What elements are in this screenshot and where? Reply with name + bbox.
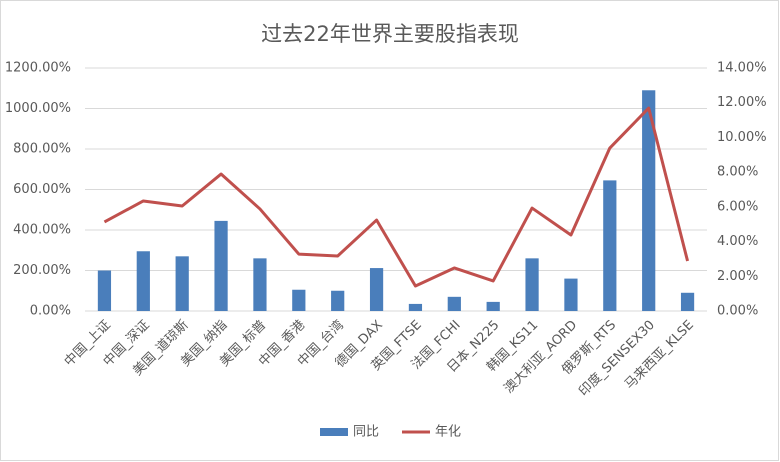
y-tick-label: 1200.00%: [5, 61, 71, 76]
y-tick-label: 800.00%: [13, 142, 71, 157]
bar: [642, 90, 656, 312]
bar: [136, 251, 150, 311]
y2-tick-label: 8.00%: [717, 165, 758, 180]
y-tick-label: 1000.00%: [5, 101, 71, 116]
legend-swatch: [320, 428, 348, 436]
bar: [525, 258, 539, 311]
line: [103, 106, 690, 288]
y2-tick-label: 6.00%: [717, 199, 758, 214]
bar: [292, 289, 306, 311]
bar: [331, 290, 345, 311]
y2-tick-label: 2.00%: [717, 269, 758, 284]
bar: [253, 258, 267, 311]
y-tick-label: 600.00%: [13, 182, 71, 197]
y2-tick-label: 0.00%: [717, 304, 758, 319]
bar: [564, 278, 578, 311]
bar: [369, 268, 384, 311]
legend-label: 同比: [353, 425, 379, 440]
bar: [175, 256, 189, 311]
bar: [447, 296, 461, 311]
y2-tick-label: 10.00%: [717, 130, 767, 145]
chart-title: 过去22年世界主要股指表现: [261, 22, 519, 46]
y-tick-label: 0.00%: [30, 304, 71, 319]
y-tick-label: 400.00%: [13, 223, 71, 238]
bar: [97, 270, 112, 311]
y2-tick-label: 4.00%: [717, 234, 758, 249]
bar: [214, 220, 228, 311]
bar: [603, 180, 617, 311]
y2-tick-label: 14.00%: [717, 61, 767, 76]
y2-tick-label: 12.00%: [717, 95, 767, 110]
legend-label: 年化: [435, 425, 461, 440]
y-tick-label: 200.00%: [13, 263, 71, 278]
bar: [486, 301, 500, 311]
bar: [408, 303, 423, 311]
bar: [680, 292, 695, 311]
